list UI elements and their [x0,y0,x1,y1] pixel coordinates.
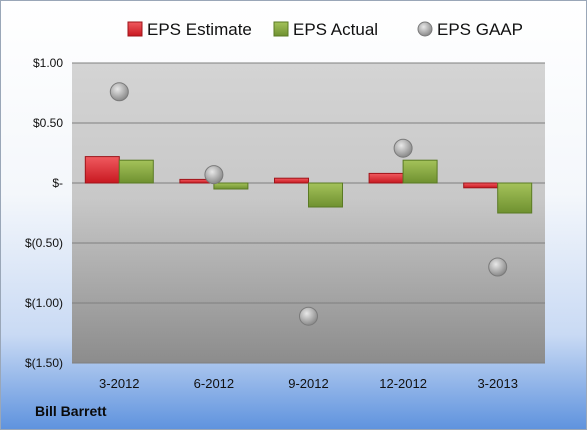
eps-gaap-point [109,82,129,102]
x-tick-label: 12-2012 [379,376,427,391]
eps-gaap-point [488,257,508,277]
y-tick-label: $1.00 [33,56,63,70]
eps-gaap-point [299,306,318,326]
legend-eps-gaap-marker [417,21,433,37]
y-tick-label: $(1.00) [25,296,63,310]
eps-gaap-point [204,165,224,185]
eps-gaap-point [393,138,413,158]
eps-actual-bar [213,182,249,190]
eps-estimate-bar [84,156,120,184]
legend-label: EPS GAAP [437,20,523,39]
eps-estimate-bar [463,182,499,189]
legend-eps-actual-marker [273,21,289,37]
legend-label: EPS Estimate [147,20,252,39]
y-tick-label: $- [52,176,63,190]
eps-estimate-bar [368,172,404,184]
y-tick-label: $0.50 [33,116,63,130]
eps-estimate-bar [274,177,309,184]
legend-label: EPS Actual [293,20,378,39]
x-tick-label: 9-2012 [288,376,328,391]
legend: EPS Estimate EPS Actual EPS GAAP [127,20,523,39]
chart-marks [84,82,533,326]
company-name: Bill Barrett [35,403,107,419]
eps-actual-bar [402,159,438,184]
x-tick-label: 6-2012 [194,376,234,391]
eps-actual-bar [118,159,154,184]
legend-eps-estimate-marker [127,21,143,37]
x-tick-label: 3-2012 [99,376,139,391]
y-tick-label: $(0.50) [25,236,63,250]
eps-actual-bar [497,182,533,214]
y-axis: $1.00 $0.50 $- $(0.50) $(1.00) $(1.50) [25,56,63,370]
y-tick-label: $(1.50) [25,356,63,370]
x-tick-label: 3-2013 [477,376,517,391]
x-axis: 3-2012 6-2012 9-2012 12-2012 3-2013 [99,376,518,391]
eps-actual-bar [308,182,343,208]
